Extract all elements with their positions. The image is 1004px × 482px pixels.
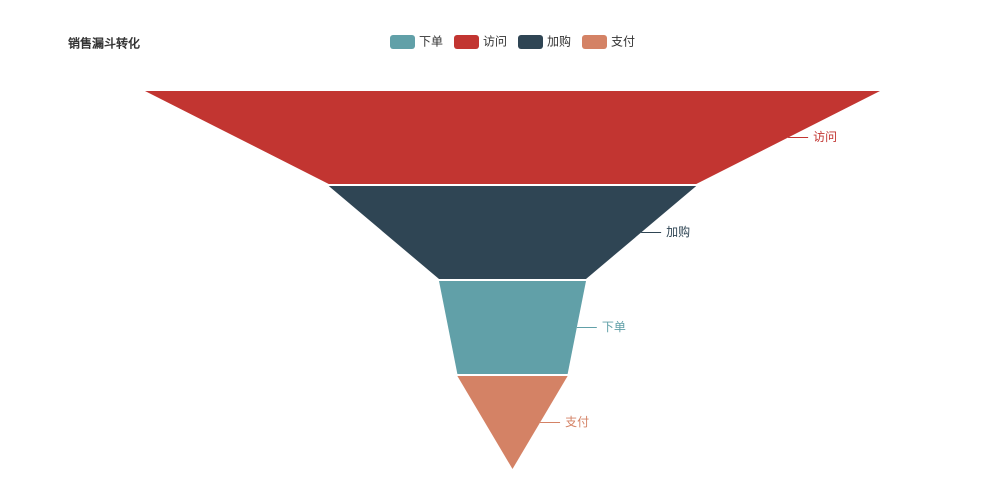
funnel-segment xyxy=(145,91,880,184)
legend-label: 加购 xyxy=(547,34,571,49)
legend-label: 下单 xyxy=(419,35,443,49)
segment-label: 下单 xyxy=(602,320,626,334)
funnel-segment xyxy=(328,186,697,279)
funnel-segment xyxy=(439,281,586,374)
legend-swatch xyxy=(518,35,543,49)
segment-label: 访问 xyxy=(813,130,837,144)
legend-swatch xyxy=(390,35,415,49)
legend-label: 支付 xyxy=(611,35,635,49)
chart-title: 销售漏斗转化 xyxy=(68,36,140,51)
legend-swatch xyxy=(582,35,607,49)
funnel-segment xyxy=(457,376,568,469)
legend-label: 访问 xyxy=(483,35,507,49)
legend-swatch xyxy=(454,35,479,49)
segment-label: 加购 xyxy=(666,224,690,239)
segment-label: 支付 xyxy=(565,415,589,429)
